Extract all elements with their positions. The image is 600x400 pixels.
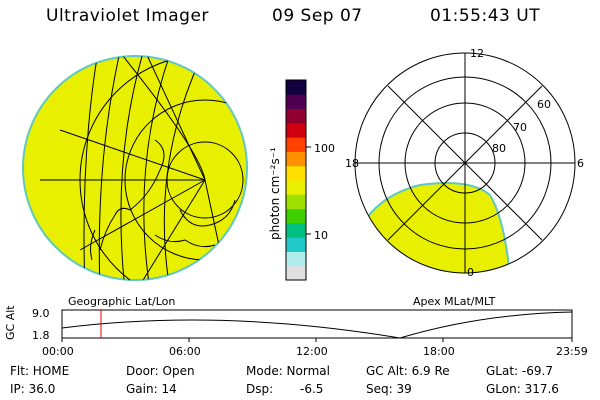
status-seq: Seq: 39 xyxy=(366,382,412,396)
status-ip: IP: 36.0 xyxy=(10,382,56,396)
colorbar-tick-100: 100 xyxy=(314,142,335,155)
colorbar-segment xyxy=(286,108,306,124)
mlat-label-70: 70 xyxy=(513,121,527,134)
colorbar-segment xyxy=(286,151,306,167)
time-label: 01:55:43 UT xyxy=(430,6,541,26)
colorbar-segment xyxy=(286,94,306,110)
mlat-label-60: 60 xyxy=(537,98,551,111)
mlt-label-18: 18 xyxy=(345,157,359,170)
status-glon: GLon: 317.6 xyxy=(486,382,559,396)
colorbar-tick-10: 10 xyxy=(314,229,328,242)
colorbar-segment xyxy=(286,165,306,181)
colorbar-segment xyxy=(286,251,306,267)
altitude-y-max: 9.0 xyxy=(32,307,50,320)
earth-disk xyxy=(22,55,248,281)
altitude-curve xyxy=(61,311,573,339)
time-tick-3: 18:00 xyxy=(423,345,455,358)
time-tick-1: 06:00 xyxy=(169,345,201,358)
colorbar-segment xyxy=(286,137,306,152)
status-dsp-value: -6.5 xyxy=(300,382,324,396)
auroral-oval xyxy=(360,182,512,273)
status-flt: Flt: HOME xyxy=(10,364,70,378)
status-glat: GLat: -69.7 xyxy=(486,364,553,378)
altitude-y-min: 1.8 xyxy=(32,329,50,342)
colorbar-segment xyxy=(286,237,306,252)
mlat-label-80: 80 xyxy=(492,142,506,155)
colorbar-units: photon cm⁻²s⁻¹ xyxy=(268,147,282,240)
colorbar-segment xyxy=(286,122,306,138)
colorbar-segment xyxy=(286,194,306,210)
mlt-label-0: 0 xyxy=(467,266,474,279)
mlt-label-6: 6 xyxy=(577,157,584,170)
altitude-plot xyxy=(61,309,573,342)
status-dsp-label: Dsp: xyxy=(246,382,274,396)
date-label: 09 Sep 07 xyxy=(272,6,363,26)
status-gain: Gain: 14 xyxy=(126,382,177,396)
mlt-label-12: 12 xyxy=(470,47,484,60)
colorbar-segment xyxy=(286,80,306,95)
colorbar xyxy=(285,79,311,281)
time-tick-4: 23:59 xyxy=(556,345,588,358)
time-tick-2: 12:00 xyxy=(296,345,328,358)
colorbar-segment xyxy=(286,208,306,224)
altitude-axis-label: GC Alt xyxy=(4,305,17,340)
left-panel-caption: Geographic Lat/Lon xyxy=(68,295,176,308)
time-tick-0: 00:00 xyxy=(42,345,74,358)
colorbar-frame xyxy=(285,79,307,281)
colorbar-segment xyxy=(286,222,306,238)
status-door: Door: Open xyxy=(126,364,195,378)
status-gc-alt: GC Alt: 6.9 Re xyxy=(366,364,450,378)
right-panel-caption: Apex MLat/MLT xyxy=(413,295,496,308)
status-mode: Mode: Normal xyxy=(246,364,330,378)
colorbar-segment xyxy=(286,265,306,281)
app-title: Ultraviolet Imager xyxy=(46,6,209,26)
mlat-mlt-plot xyxy=(354,52,576,274)
geographic-image xyxy=(22,55,248,281)
colorbar-segment xyxy=(286,180,306,195)
